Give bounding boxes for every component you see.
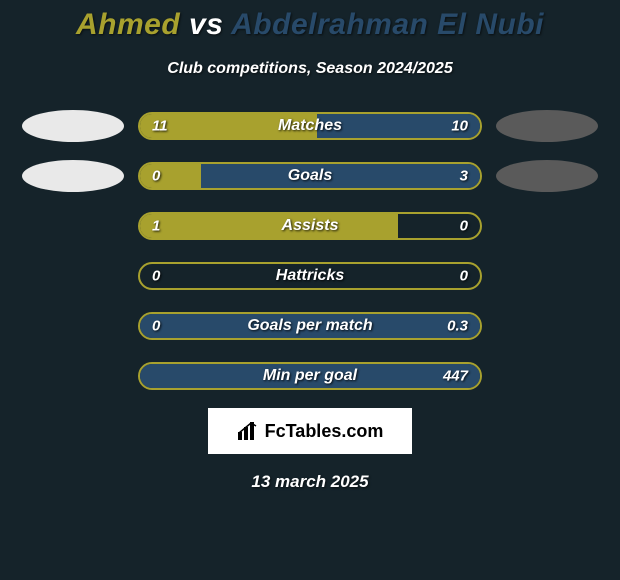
stat-value-right: 447 [443, 368, 468, 385]
badge-spacer [496, 210, 598, 242]
stat-row: 0 Goals per match 0.3 [0, 310, 620, 342]
stat-row: 1 Assists 0 [0, 210, 620, 242]
stat-label: Assists [282, 217, 339, 235]
stat-bar: 0 Goals per match 0.3 [138, 312, 482, 340]
comparison-card: Ahmed vs Abdelrahman El Nubi Club compet… [0, 0, 620, 580]
stat-value-left: 0 [152, 318, 160, 335]
stat-value-left: 1 [152, 218, 160, 235]
stat-bar: 1 Assists 0 [138, 212, 482, 240]
bar-fill-left [140, 164, 201, 188]
stat-bar: 0 Hattricks 0 [138, 262, 482, 290]
stat-value-right: 0.3 [447, 318, 468, 335]
stat-row: Min per goal 447 [0, 360, 620, 392]
team-badge-left [22, 160, 124, 192]
stat-label: Matches [278, 117, 342, 135]
brand-text: FcTables.com [265, 421, 384, 442]
stat-label: Min per goal [263, 367, 357, 385]
stat-row: 0 Hattricks 0 [0, 260, 620, 292]
bar-fill-right [201, 164, 480, 188]
stats-list: 11 Matches 10 0 Goals 3 1 Assists 0 0 Hattricks 0 0 G… [0, 110, 620, 392]
stat-bar: Min per goal 447 [138, 362, 482, 390]
badge-spacer [22, 360, 124, 392]
stat-label: Goals [288, 167, 332, 185]
stat-bar: 11 Matches 10 [138, 112, 482, 140]
subtitle: Club competitions, Season 2024/2025 [0, 60, 620, 78]
stat-value-right: 10 [451, 118, 468, 135]
team-badge-right [496, 160, 598, 192]
title-player2: Abdelrahman El Nubi [231, 8, 544, 41]
stat-value-left: 0 [152, 168, 160, 185]
badge-spacer [496, 310, 598, 342]
title-vs: vs [180, 8, 231, 41]
page-title: Ahmed vs Abdelrahman El Nubi [0, 8, 620, 42]
stat-row: 11 Matches 10 [0, 110, 620, 142]
stat-value-right: 0 [460, 268, 468, 285]
stat-value-right: 3 [460, 168, 468, 185]
badge-spacer [22, 210, 124, 242]
badge-spacer [22, 260, 124, 292]
title-player1: Ahmed [76, 8, 180, 41]
stat-value-right: 0 [460, 218, 468, 235]
stat-bar: 0 Goals 3 [138, 162, 482, 190]
badge-spacer [496, 360, 598, 392]
date: 13 march 2025 [0, 472, 620, 492]
brand-badge: FcTables.com [208, 408, 412, 454]
bars-icon [237, 422, 259, 440]
stat-label: Goals per match [247, 317, 372, 335]
stat-label: Hattricks [276, 267, 344, 285]
badge-spacer [496, 260, 598, 292]
stat-row: 0 Goals 3 [0, 160, 620, 192]
stat-value-left: 11 [152, 118, 168, 135]
badge-spacer [22, 310, 124, 342]
team-badge-left [22, 110, 124, 142]
stat-value-left: 0 [152, 268, 160, 285]
bar-fill-left [140, 214, 398, 238]
team-badge-right [496, 110, 598, 142]
